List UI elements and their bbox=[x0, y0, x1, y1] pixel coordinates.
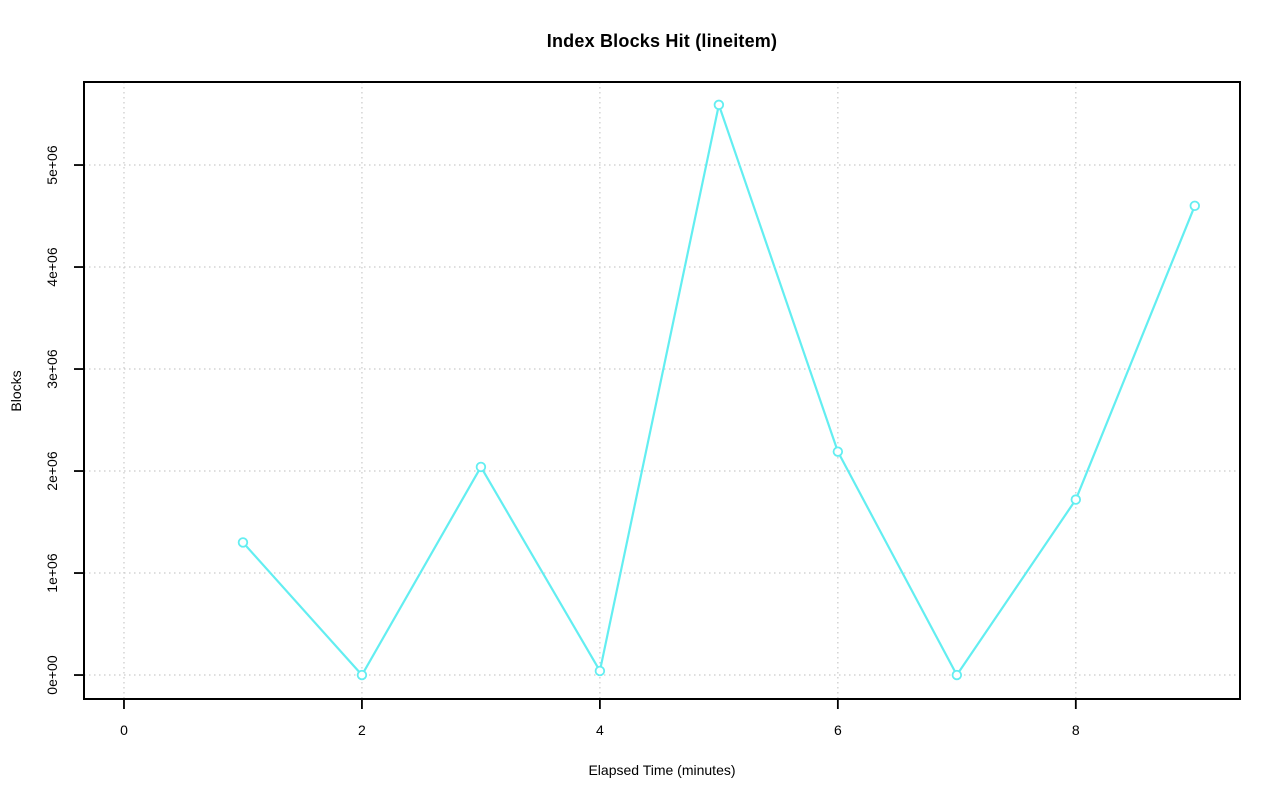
x-tick-label: 2 bbox=[358, 722, 366, 738]
data-point bbox=[237, 537, 249, 548]
data-line bbox=[242, 103, 1196, 677]
y-tick-label: 5e+06 bbox=[44, 145, 60, 185]
data-point bbox=[356, 669, 368, 681]
data-point bbox=[713, 99, 725, 111]
data-point bbox=[951, 669, 963, 681]
y-tick-label: 1e+06 bbox=[44, 553, 60, 593]
plot-box bbox=[83, 81, 1241, 700]
data-point bbox=[1189, 200, 1200, 212]
y-axis-title: Blocks bbox=[8, 370, 24, 412]
y-tick-label: 2e+06 bbox=[44, 451, 60, 491]
x-tick-label: 0 bbox=[120, 722, 128, 738]
plot-grid bbox=[84, 82, 1240, 699]
data-points bbox=[237, 99, 1200, 681]
y-tick-label: 3e+06 bbox=[44, 349, 60, 389]
data-point bbox=[475, 461, 487, 473]
x-tick-label: 6 bbox=[834, 722, 842, 738]
axis-tick-labels: 0 2 4 6 8 0e+00 1e+06 2e+06 3e+06 4e+06 5e+06 bbox=[44, 145, 1080, 738]
data-point bbox=[594, 665, 606, 677]
data-point bbox=[1070, 494, 1082, 505]
data-point bbox=[832, 446, 844, 457]
x-tick-label: 8 bbox=[1072, 722, 1080, 738]
axis-ticks bbox=[74, 164, 1077, 709]
x-tick-label: 4 bbox=[596, 722, 604, 738]
y-tick-label: 0e+00 bbox=[44, 655, 60, 695]
chart-title: Index Blocks Hit (lineitem) bbox=[546, 31, 778, 51]
y-tick-label: 4e+06 bbox=[44, 247, 60, 287]
x-axis-title: Elapsed Time (minutes) bbox=[588, 762, 736, 778]
